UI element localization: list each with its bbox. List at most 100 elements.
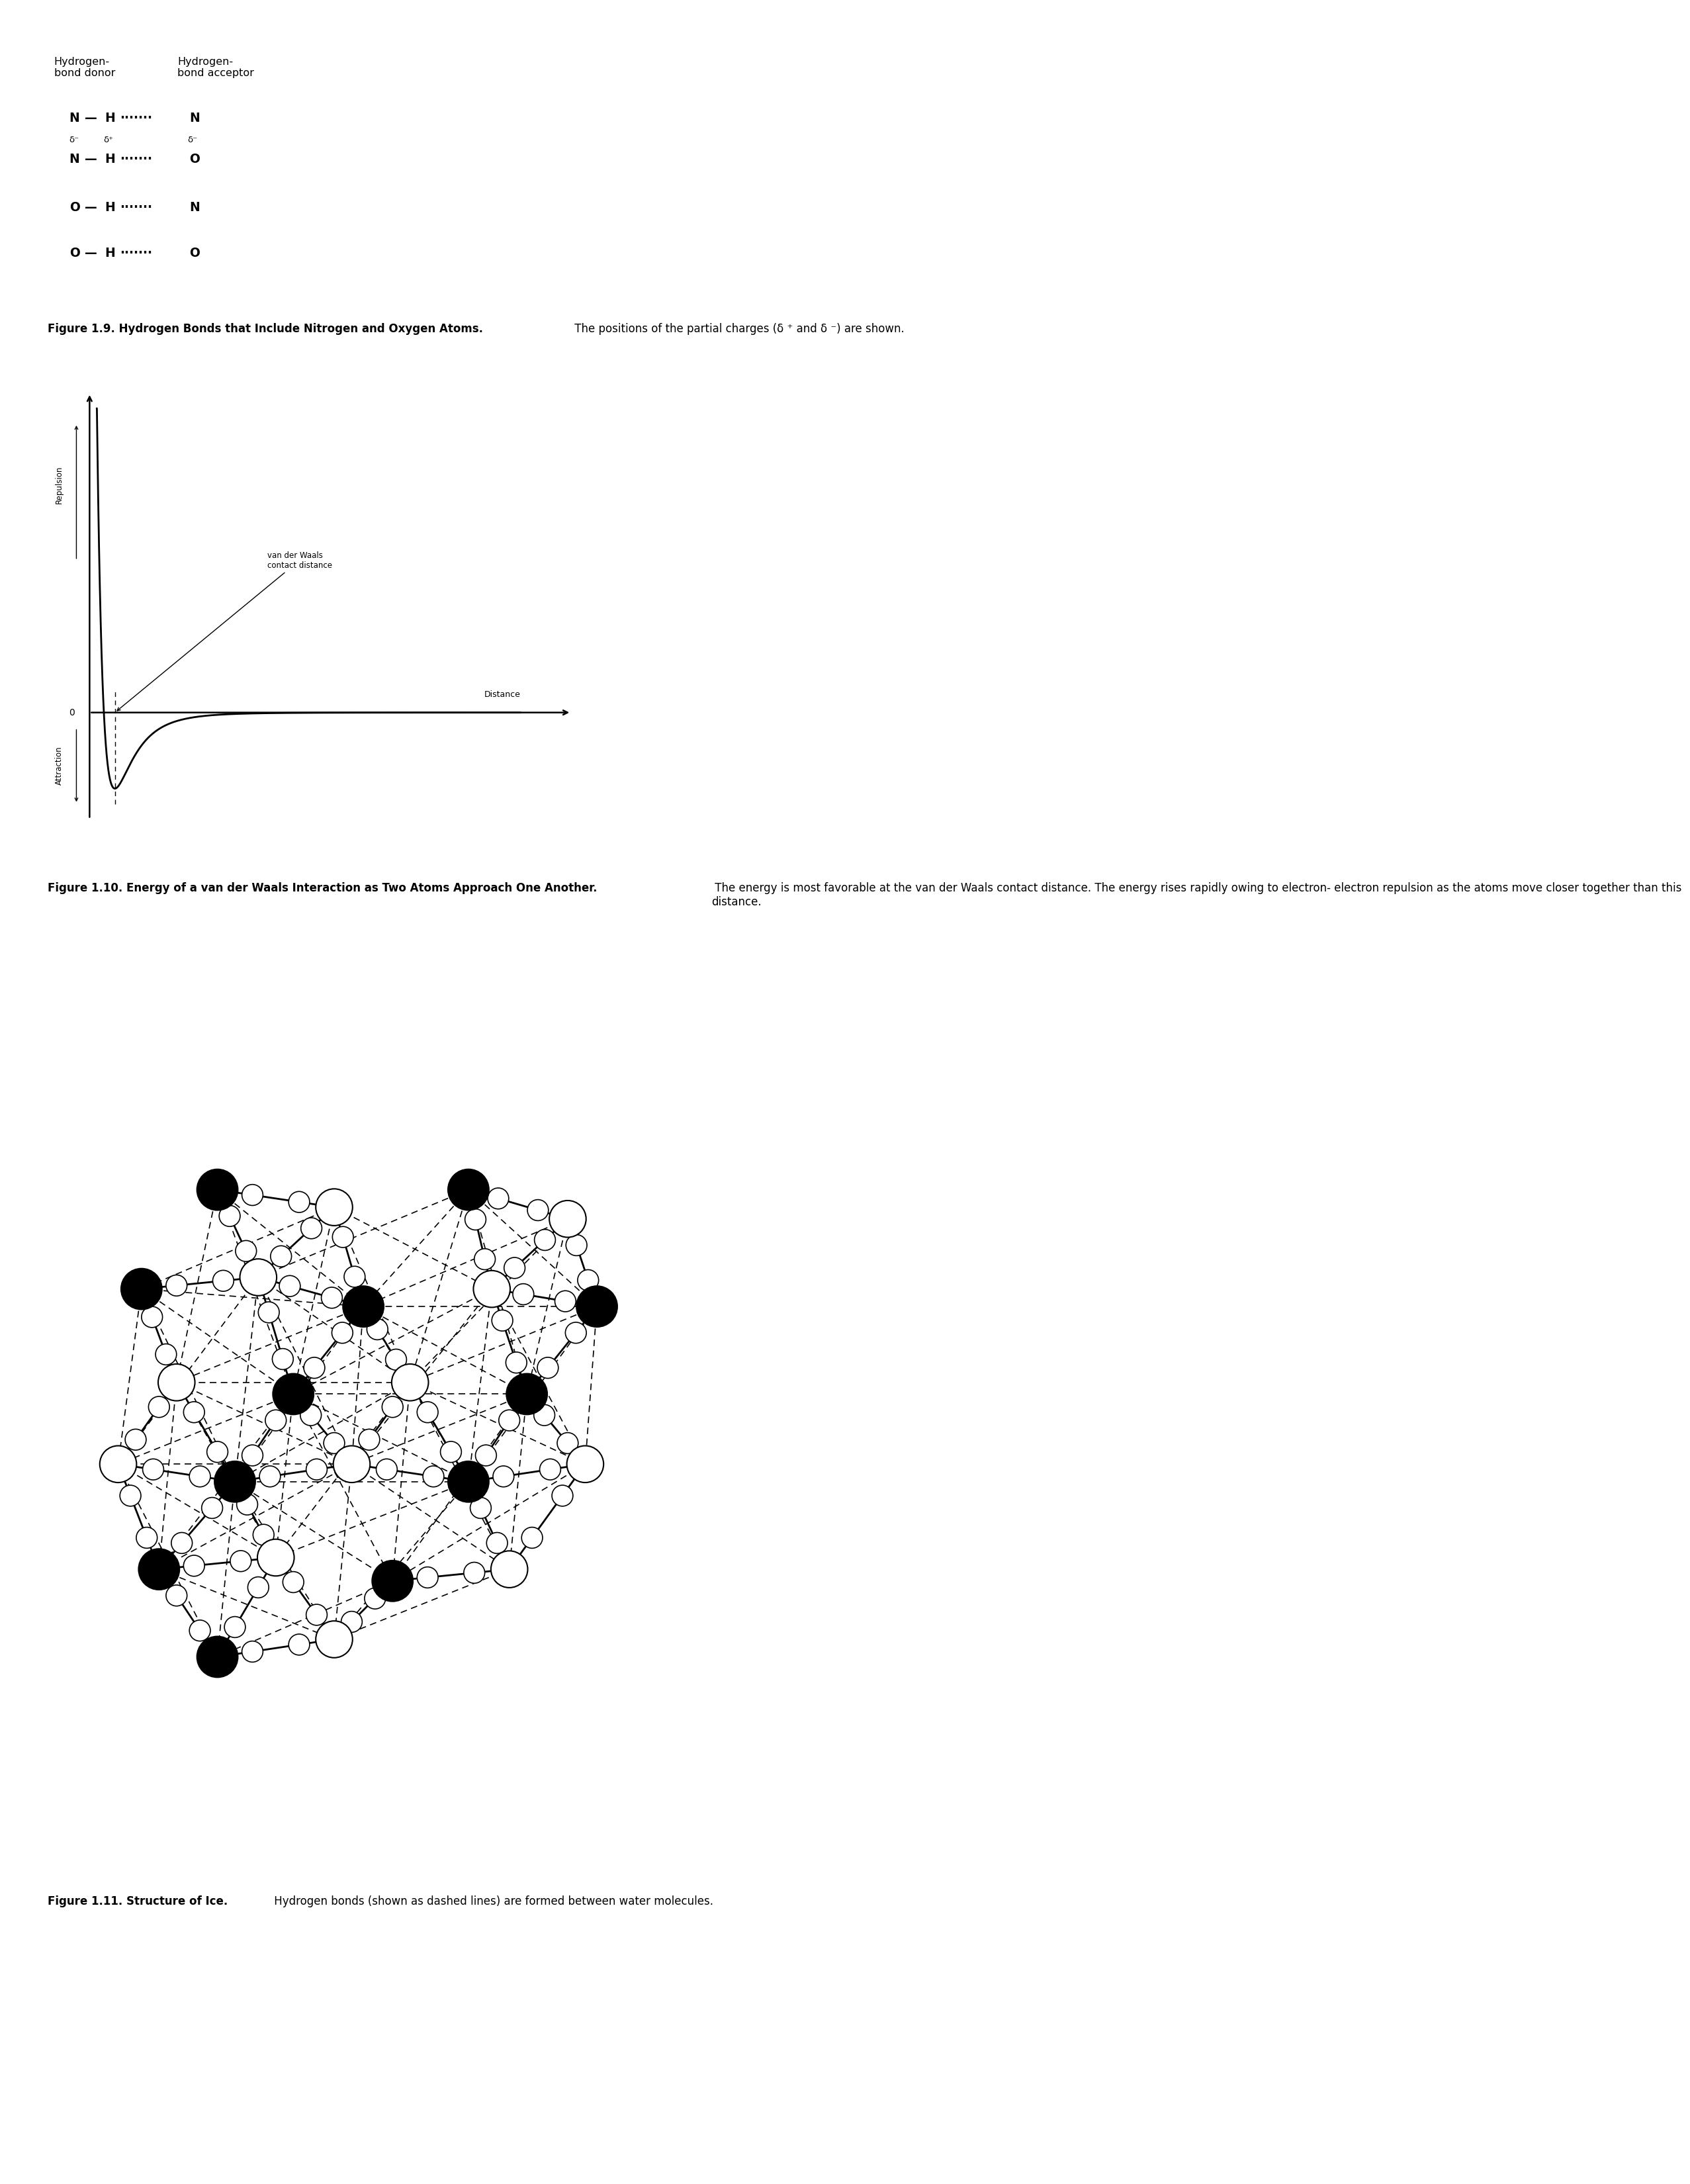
- Circle shape: [475, 1446, 497, 1465]
- Circle shape: [142, 1459, 164, 1481]
- Circle shape: [272, 1374, 314, 1415]
- Text: Attraction: Attraction: [54, 747, 64, 786]
- Text: Repulsion: Repulsion: [54, 465, 64, 502]
- Circle shape: [493, 1465, 514, 1487]
- Circle shape: [372, 1562, 412, 1601]
- Circle shape: [553, 1485, 573, 1507]
- Circle shape: [578, 1269, 598, 1291]
- Circle shape: [279, 1275, 301, 1297]
- Circle shape: [142, 1306, 162, 1328]
- Circle shape: [259, 1302, 279, 1324]
- Text: H: H: [105, 111, 115, 124]
- Circle shape: [122, 1269, 162, 1310]
- Circle shape: [343, 1286, 384, 1328]
- Text: H: H: [105, 247, 115, 260]
- Circle shape: [333, 1446, 370, 1483]
- Circle shape: [558, 1433, 578, 1455]
- Text: H: H: [105, 153, 115, 166]
- Text: O: O: [69, 201, 79, 214]
- Text: Figure 1.9. Hydrogen Bonds that Include Nitrogen and Oxygen Atoms.: Figure 1.9. Hydrogen Bonds that Include …: [47, 323, 483, 334]
- Text: δ⁻: δ⁻: [188, 135, 198, 144]
- Circle shape: [512, 1284, 534, 1304]
- Text: O: O: [189, 153, 199, 166]
- Circle shape: [527, 1199, 549, 1221]
- Circle shape: [473, 1271, 510, 1308]
- Circle shape: [385, 1350, 407, 1369]
- Circle shape: [465, 1210, 487, 1230]
- Circle shape: [537, 1356, 558, 1378]
- Circle shape: [235, 1241, 257, 1262]
- Circle shape: [522, 1527, 542, 1548]
- Circle shape: [534, 1230, 556, 1251]
- Text: —: —: [84, 153, 96, 166]
- Circle shape: [260, 1465, 281, 1487]
- Circle shape: [189, 1465, 210, 1487]
- Circle shape: [487, 1533, 507, 1553]
- Circle shape: [499, 1411, 521, 1431]
- Circle shape: [448, 1461, 488, 1503]
- Text: H: H: [105, 201, 115, 214]
- Circle shape: [358, 1428, 380, 1450]
- Text: ·······: ·······: [120, 153, 152, 166]
- Circle shape: [382, 1396, 402, 1417]
- Circle shape: [422, 1465, 444, 1487]
- Text: Hydrogen bonds (shown as dashed lines) are formed between water molecules.: Hydrogen bonds (shown as dashed lines) a…: [270, 1896, 713, 1907]
- Text: Figure 1.10. Energy of a van der Waals Interaction as Two Atoms Approach One Ano: Figure 1.10. Energy of a van der Waals I…: [47, 882, 597, 893]
- Circle shape: [225, 1616, 245, 1638]
- Circle shape: [198, 1168, 238, 1210]
- Circle shape: [155, 1343, 176, 1365]
- Circle shape: [566, 1446, 603, 1483]
- Circle shape: [159, 1365, 194, 1400]
- Circle shape: [215, 1461, 255, 1503]
- Circle shape: [237, 1494, 257, 1516]
- Circle shape: [166, 1586, 188, 1605]
- Circle shape: [257, 1540, 294, 1577]
- Text: O: O: [69, 247, 79, 260]
- Circle shape: [539, 1459, 561, 1481]
- Circle shape: [507, 1374, 548, 1415]
- Circle shape: [301, 1404, 321, 1426]
- Circle shape: [377, 1459, 397, 1481]
- Circle shape: [166, 1275, 188, 1295]
- Circle shape: [242, 1640, 264, 1662]
- Circle shape: [490, 1551, 527, 1588]
- Circle shape: [316, 1188, 353, 1225]
- Circle shape: [345, 1267, 365, 1286]
- Text: ·······: ·······: [120, 201, 152, 214]
- Circle shape: [265, 1411, 286, 1431]
- Circle shape: [505, 1352, 527, 1374]
- Circle shape: [137, 1527, 157, 1548]
- Circle shape: [417, 1566, 438, 1588]
- Circle shape: [230, 1551, 252, 1572]
- Text: ·······: ·······: [120, 111, 152, 124]
- Circle shape: [417, 1402, 438, 1422]
- Circle shape: [504, 1258, 526, 1278]
- Circle shape: [534, 1404, 554, 1426]
- Circle shape: [201, 1498, 223, 1518]
- Text: O: O: [189, 247, 199, 260]
- Text: van der Waals
contact distance: van der Waals contact distance: [117, 550, 331, 710]
- Text: N: N: [189, 201, 199, 214]
- Circle shape: [316, 1621, 353, 1658]
- Circle shape: [282, 1572, 304, 1592]
- Circle shape: [304, 1356, 324, 1378]
- Text: ·······: ·······: [120, 247, 152, 260]
- Circle shape: [324, 1433, 345, 1455]
- Circle shape: [184, 1555, 204, 1577]
- Circle shape: [198, 1636, 238, 1677]
- Circle shape: [171, 1533, 193, 1553]
- Circle shape: [306, 1605, 328, 1625]
- Circle shape: [272, 1348, 294, 1369]
- Circle shape: [242, 1446, 264, 1465]
- Circle shape: [240, 1258, 277, 1295]
- Circle shape: [139, 1548, 179, 1590]
- Text: N: N: [189, 111, 199, 124]
- Circle shape: [213, 1271, 233, 1291]
- Circle shape: [321, 1286, 343, 1308]
- Circle shape: [220, 1206, 240, 1227]
- Text: 0: 0: [69, 708, 74, 716]
- Text: The positions of the partial charges (δ ⁺ and δ ⁻) are shown.: The positions of the partial charges (δ …: [571, 323, 904, 334]
- Text: Figure 1.11. Structure of Ice.: Figure 1.11. Structure of Ice.: [47, 1896, 228, 1907]
- Circle shape: [120, 1485, 140, 1507]
- Circle shape: [365, 1588, 385, 1610]
